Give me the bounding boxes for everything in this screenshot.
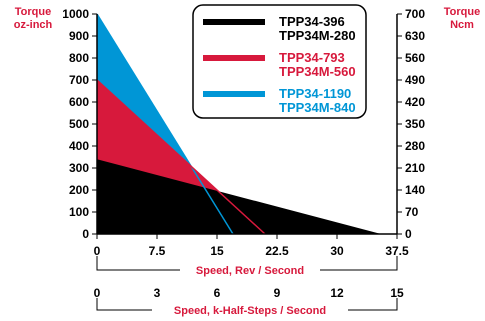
right-tick-label: 280 bbox=[405, 139, 425, 153]
right-axis-title-line2: Ncm bbox=[450, 19, 474, 31]
legend-label: TPP34-1190 bbox=[279, 86, 351, 101]
left-tick-label: 100 bbox=[69, 205, 89, 219]
x-axis-label-bg bbox=[180, 263, 320, 277]
x2-axis-label-bg bbox=[152, 303, 348, 317]
x-tick-label: 22.5 bbox=[265, 244, 289, 258]
axes-group bbox=[92, 13, 402, 239]
left-tick-label: 600 bbox=[69, 95, 89, 109]
right-tick-label: 700 bbox=[405, 7, 425, 21]
x2-tick-label: 12 bbox=[330, 286, 344, 300]
left-tick-label: 900 bbox=[69, 29, 89, 43]
right-tick-label: 490 bbox=[405, 73, 425, 87]
right-tick-label: 420 bbox=[405, 95, 425, 109]
area-series-group bbox=[96, 13, 381, 235]
x-tick-label: 7.5 bbox=[149, 244, 166, 258]
legend-label-metric: TPP34M-840 bbox=[279, 100, 356, 115]
right-tick-label: 350 bbox=[405, 117, 425, 131]
right-axis-title-line1: Torque bbox=[444, 6, 480, 18]
x2-tick-label: 15 bbox=[390, 286, 404, 300]
left-axis-title-line2: oz-inch bbox=[14, 19, 53, 31]
left-axis-title-line1: Torque bbox=[15, 6, 51, 18]
x-tick-label: 0 bbox=[94, 244, 101, 258]
x-tick-labels: 0 7.5 15 22.5 30 37.5 bbox=[94, 244, 409, 258]
left-tick-label: 700 bbox=[69, 73, 89, 87]
right-tick-label: 630 bbox=[405, 29, 425, 43]
left-tick-label: 300 bbox=[69, 161, 89, 175]
left-tick-label: 400 bbox=[69, 139, 89, 153]
legend-label: TPP34-396 bbox=[279, 14, 345, 29]
area-series-2 bbox=[97, 159, 381, 234]
x-tick-label: 30 bbox=[330, 244, 344, 258]
x2-tick-label: 0 bbox=[94, 286, 101, 300]
right-tick-label: 560 bbox=[405, 51, 425, 65]
x2-tick-labels: 0 3 6 9 12 15 bbox=[94, 286, 404, 300]
right-tick-label: 210 bbox=[405, 161, 425, 175]
x-axis-label: Speed, Rev / Second bbox=[196, 265, 304, 277]
legend-label-metric: TPP34M-280 bbox=[279, 28, 356, 43]
x2-tick-label: 3 bbox=[154, 286, 161, 300]
legend-label-metric: TPP34M-560 bbox=[279, 64, 356, 79]
left-tick-label: 200 bbox=[69, 183, 89, 197]
left-tick-label: 0 bbox=[82, 227, 89, 241]
x2-tick-label: 9 bbox=[274, 286, 281, 300]
left-tick-label: 800 bbox=[69, 51, 89, 65]
left-tick-label: 1000 bbox=[62, 7, 89, 21]
series-line-0 bbox=[96, 13, 234, 235]
right-tick-label: 140 bbox=[405, 183, 425, 197]
x2-tick-label: 6 bbox=[214, 286, 221, 300]
x-tick-label: 37.5 bbox=[385, 244, 409, 258]
left-tick-label: 500 bbox=[69, 117, 89, 131]
legend-label: TPP34-793 bbox=[279, 50, 345, 65]
legend-box bbox=[192, 4, 367, 119]
right-tick-label: 0 bbox=[405, 227, 412, 241]
x-tick-label: 15 bbox=[210, 244, 224, 258]
x2-axis-label: Speed, k-Half-Steps / Second bbox=[174, 305, 326, 317]
series-line-1 bbox=[96, 79, 266, 235]
right-tick-label: 70 bbox=[405, 205, 419, 219]
